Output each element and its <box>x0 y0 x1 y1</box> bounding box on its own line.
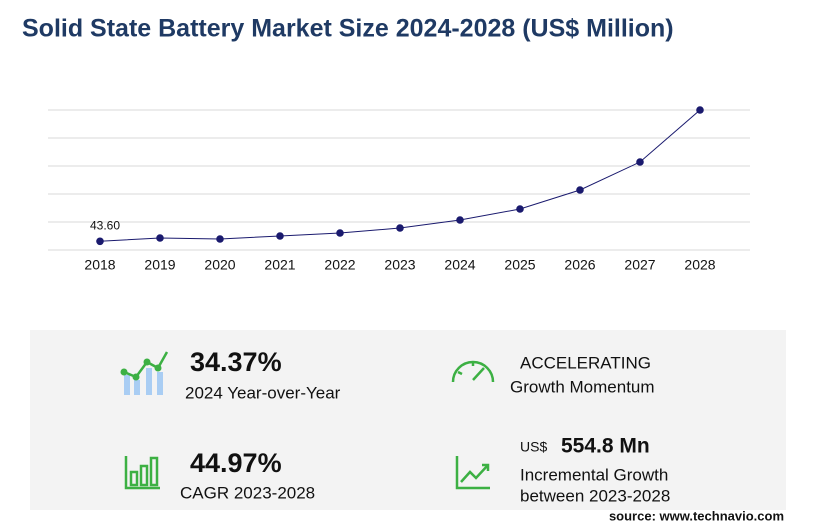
growth-icon <box>455 456 490 490</box>
marker <box>276 232 284 240</box>
data-label: 43.60 <box>90 218 120 232</box>
marker <box>516 205 524 213</box>
chart-title: Solid State Battery Market Size 2024-202… <box>22 15 674 43</box>
gauge-icon <box>451 360 495 383</box>
marker <box>636 158 644 166</box>
stat-value: ACCELERATING <box>520 353 651 372</box>
stat-label: CAGR 2023-2028 <box>180 483 315 502</box>
x-tick-label: 2026 <box>564 257 595 273</box>
stat-value: 34.37% <box>190 347 282 377</box>
x-tick-label: 2024 <box>444 257 475 273</box>
marker <box>216 235 224 243</box>
x-tick-label: 2027 <box>624 257 655 273</box>
marker <box>576 186 584 194</box>
x-tick-label: 2020 <box>204 257 235 273</box>
stat-value: 44.97% <box>190 448 282 478</box>
plot: 2018 2019 2020 2021 2022 2023 2024 2025 2026 2027… <box>48 106 750 273</box>
x-tick-label: 2028 <box>684 257 715 273</box>
marker <box>396 224 404 232</box>
marker <box>96 237 104 246</box>
x-tick-label: 2022 <box>324 257 355 273</box>
x-tick-label: 2019 <box>144 257 175 273</box>
x-tick-label: 2023 <box>384 257 415 273</box>
stat-label: Growth Momentum <box>510 377 655 396</box>
x-tick-label: 2021 <box>264 257 295 273</box>
x-tick-label: 2025 <box>504 257 535 273</box>
stat-label: between 2023-2028 <box>520 486 670 505</box>
stat-label: 2024 Year-over-Year <box>185 383 341 402</box>
stat-prefix: US$ <box>520 439 547 455</box>
marker <box>696 106 704 114</box>
marker <box>456 216 464 224</box>
stats-panel <box>30 330 786 510</box>
cagr-icon <box>124 456 160 490</box>
yoy-icon <box>120 351 169 395</box>
marker <box>336 229 344 237</box>
stat-label: Incremental Growth <box>520 465 668 484</box>
source: source: www.technavio.com <box>609 508 784 523</box>
x-tick-label: 2018 <box>84 257 115 273</box>
stat-value: 554.8 Mn <box>561 435 650 458</box>
marker <box>156 234 164 242</box>
